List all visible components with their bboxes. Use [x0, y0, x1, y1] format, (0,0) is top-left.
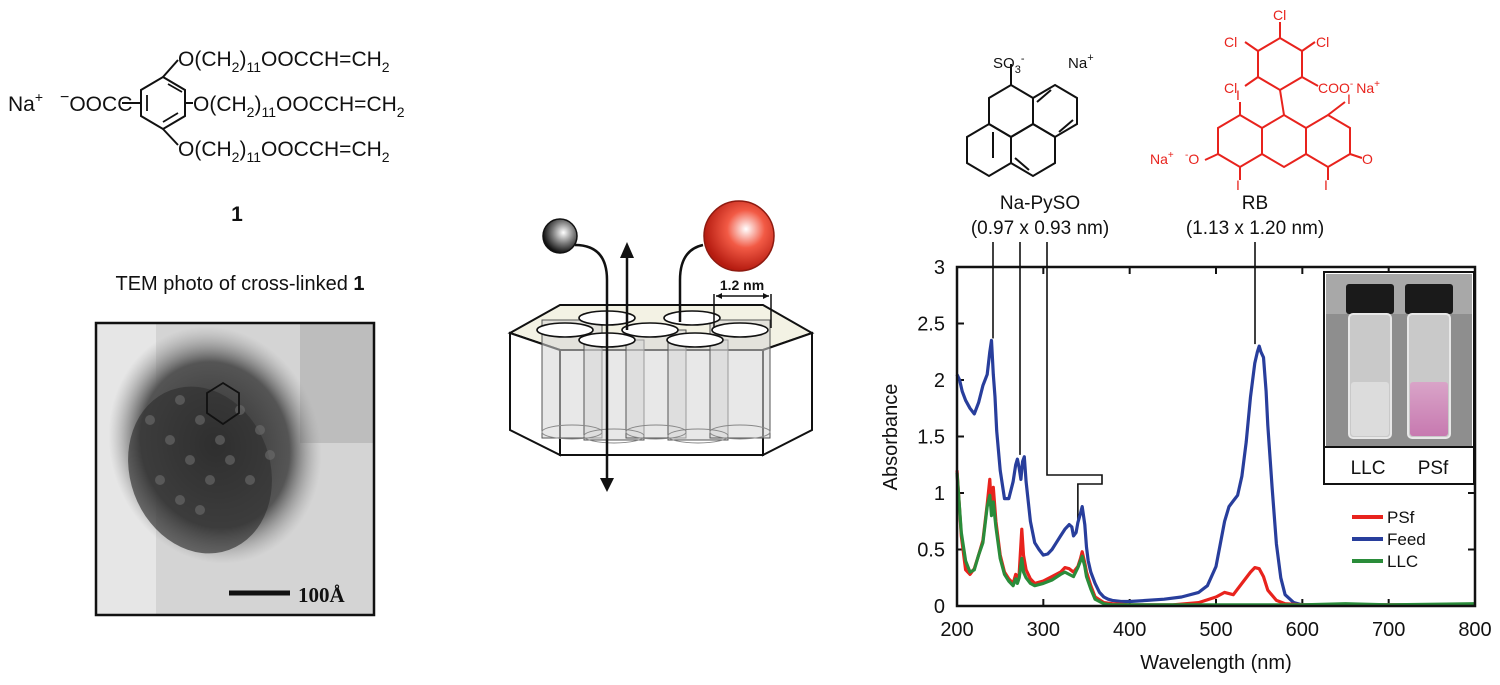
chain-top: O(CH2)11OOCCH=CH2	[178, 48, 390, 75]
peak-callouts	[992, 242, 1256, 521]
x-tick-label: 800	[1458, 619, 1491, 641]
tem-title: TEM photo of cross-linked 1	[116, 273, 365, 295]
callout-line	[1046, 242, 1103, 521]
pyso-size: (0.97 x 0.93 nm)	[971, 218, 1109, 239]
scale-label: 100Å	[298, 583, 346, 607]
tem-panel: TEM photo of cross-linked 1 100Å	[94, 273, 376, 617]
vial-cap-psf	[1405, 284, 1453, 314]
hexagon-marker	[206, 381, 240, 426]
rb-labels: Cl Cl Cl Cl COO- Na+ I I I I Na+ -O O	[1150, 7, 1380, 193]
chain-middle: O(CH2)11OOCCH=CH2	[193, 93, 405, 120]
y-tick-label: 2.5	[917, 314, 945, 336]
y-tick-label: 1	[934, 483, 945, 505]
pore-schematic: 1.2 nm	[507, 200, 815, 492]
vial-inset: LLC PSf	[1323, 271, 1475, 485]
pyso-sulfonate: SO3-	[993, 53, 1025, 76]
rb-cl-left: Cl	[1224, 34, 1237, 50]
pyso-structure	[966, 64, 1078, 178]
large-molecule-sphere	[703, 200, 775, 272]
rb-name: RB	[1242, 193, 1268, 214]
rb-iodine-3: I	[1236, 177, 1240, 193]
small-molecule-path	[574, 243, 609, 480]
compound-number: 1	[231, 203, 243, 226]
pyso-counterion: Na+	[1068, 52, 1094, 72]
legend-label-psf: PSf	[1387, 508, 1415, 527]
y-tick-label: 1.5	[917, 427, 945, 449]
y-tick-label: 2	[934, 370, 945, 392]
compound-structure: Na+ −OOCC O(CH2)11OOCCH=CH2 O(CH2)11OOCC…	[8, 48, 405, 226]
series-line-llc	[955, 472, 1476, 607]
series-line-feed	[955, 338, 1475, 607]
chart-legend: PSf Feed LLC	[1352, 508, 1426, 571]
y-tick-label: 3	[934, 257, 945, 279]
rb-sodium-left: Na+	[1150, 150, 1174, 167]
inset-label-llc: LLC	[1351, 458, 1386, 479]
rb-cl-top: Cl	[1273, 7, 1286, 23]
x-tick-label: 700	[1372, 619, 1405, 641]
chain-bottom: O(CH2)11OOCCH=CH2	[178, 138, 390, 165]
rb-iodine-1: I	[1236, 87, 1240, 103]
x-tick-label: 300	[1027, 619, 1060, 641]
rb-carboxylate: COO- Na+	[1318, 79, 1380, 96]
rb-iodine-2: I	[1347, 91, 1351, 107]
rb-cl-right: Cl	[1316, 34, 1329, 50]
y-axis-label: Absorbance	[880, 384, 902, 491]
pore-size-label: 1.2 nm	[720, 277, 764, 293]
legend-label-feed: Feed	[1387, 530, 1426, 549]
rb-size: (1.13 x 1.20 nm)	[1186, 218, 1324, 239]
x-tick-label: 400	[1113, 619, 1146, 641]
tem-image: 100Å	[94, 321, 376, 617]
x-tick-label: 600	[1286, 619, 1319, 641]
y-tick-label: 0	[934, 596, 945, 618]
y-tick-label: 0.5	[917, 540, 945, 562]
x-tick-label: 200	[940, 619, 973, 641]
x-tick-label: 500	[1199, 619, 1232, 641]
small-molecule-sphere	[542, 218, 578, 254]
absorbance-chart: 200 300 400 500 600 700 800 0 0.5 1 1.5 2 2.5 3 LLC P…	[880, 242, 1492, 674]
rb-carbonyl: O	[1362, 151, 1373, 167]
vial-cap-llc	[1346, 284, 1394, 314]
carboxylate-label: −OOCC	[60, 89, 132, 116]
rb-structure	[1204, 22, 1363, 180]
counterion-label: Na+	[8, 89, 43, 116]
rb-cl-bottom: Cl	[1224, 80, 1237, 96]
legend-label-llc: LLC	[1387, 552, 1418, 571]
rb-phenoxide: -O	[1185, 150, 1199, 167]
rb-iodine-4: I	[1324, 177, 1328, 193]
inset-label-psf: PSf	[1418, 458, 1449, 479]
x-axis-label: Wavelength (nm)	[1140, 652, 1292, 674]
pyso-name: Na-PySO	[1000, 193, 1080, 214]
